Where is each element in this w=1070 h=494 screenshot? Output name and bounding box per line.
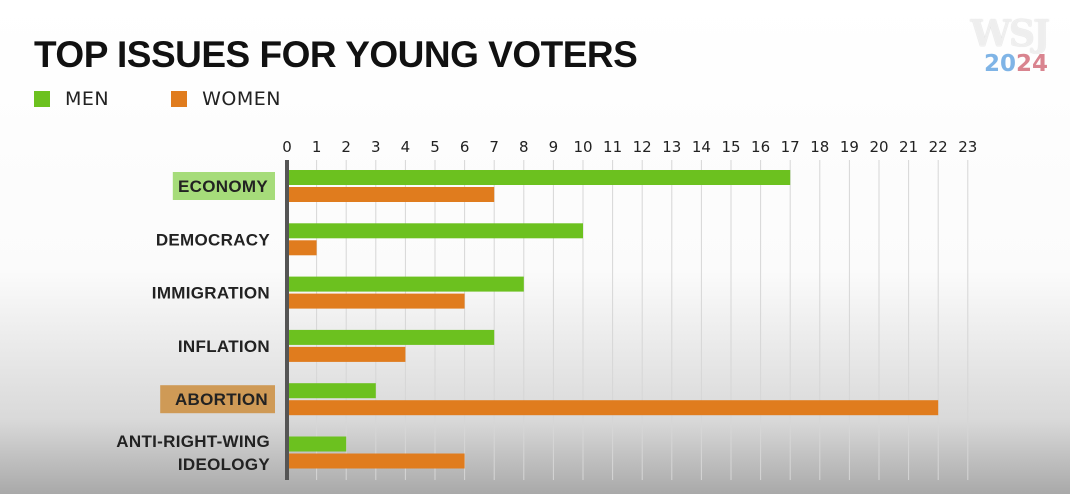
bar-women [289,346,406,362]
legend-item-women: WOMEN [171,88,281,110]
category-label: IDEOLOGY [178,455,270,474]
category-highlight [172,172,275,200]
category-highlight [160,385,275,414]
bar-men [289,223,583,239]
x-tick-label: 11 [603,138,622,156]
bar-women [289,187,495,202]
logo-year-part1: 20 [983,51,1016,77]
x-tick-label: 2 [341,138,351,156]
x-tick-label: 6 [460,138,470,156]
legend: MEN WOMEN [34,88,343,110]
bar-men [289,436,347,452]
x-tick-label: 3 [371,138,381,156]
wsj-2024-logo: WSJ 2024 [970,13,1050,76]
legend-swatch-men [34,91,50,107]
bar-men [289,170,791,185]
bar-men [289,383,376,399]
bar-women [289,400,939,416]
x-tick-label: 15 [721,138,740,156]
x-tick-label: 23 [958,138,977,156]
bar-men [289,276,524,292]
bar-women [289,240,317,256]
bar-men [289,329,495,345]
x-tick-label: 17 [781,138,800,156]
x-tick-label: 20 [869,138,888,156]
category-label: ABORTION [175,390,268,409]
x-tick-label: 22 [929,138,948,156]
bar-women [289,453,465,469]
x-tick-label: 19 [840,138,859,156]
x-tick-label: 8 [519,138,529,156]
x-tick-label: 21 [899,138,918,156]
x-tick-label: 4 [401,138,411,156]
x-tick-label: 13 [662,138,681,156]
x-tick-label: 14 [692,138,711,156]
legend-label-men: MEN [65,88,110,110]
category-label: ECONOMY [178,177,268,196]
x-tick-label: 18 [810,138,829,156]
x-tick-label: 10 [573,138,592,156]
wsj-logo-text: WSJ [970,13,1050,55]
logo-year-part2: 24 [1015,51,1048,77]
bar-women [289,293,465,309]
logo-year: 2024 [971,52,1048,76]
legend-swatch-women [171,91,188,107]
x-tick-label: 5 [430,138,440,156]
x-tick-label: 7 [489,138,499,156]
x-tick-label: 9 [549,138,559,156]
chart-title: TOP ISSUES FOR YOUNG VOTERS [34,34,638,75]
category-label: DEMOCRACY [156,230,271,249]
legend-item-men: MEN [34,88,109,110]
x-tick-label: 16 [751,138,770,156]
category-label: ANTI-RIGHT-WING [116,432,270,451]
category-label: IMMIGRATION [152,284,270,303]
x-tick-label: 1 [312,138,322,156]
x-tick-label: 0 [282,138,292,156]
legend-label-women: WOMEN [202,88,281,110]
x-tick-label: 12 [633,138,652,156]
category-label: INFLATION [178,337,270,356]
